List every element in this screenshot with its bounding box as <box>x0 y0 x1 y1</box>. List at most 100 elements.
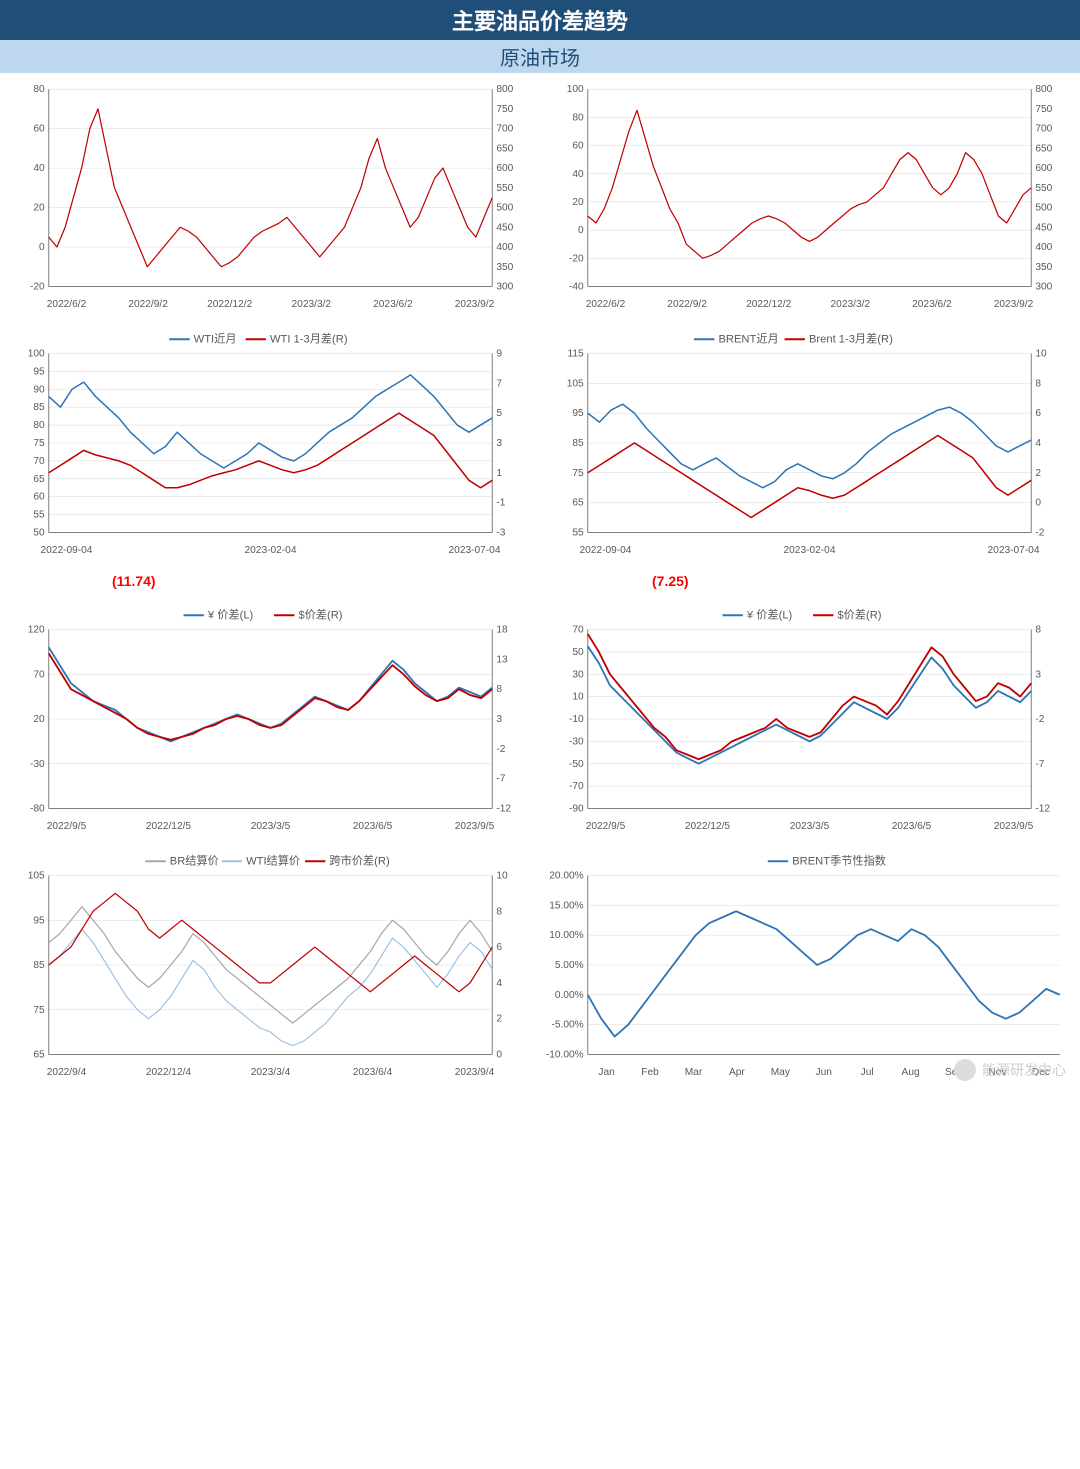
svg-text:2023/9/2: 2023/9/2 <box>455 299 495 310</box>
svg-text:115: 115 <box>567 348 584 359</box>
chart-4: 5565758595105115-202468102022-09-042023-… <box>541 321 1078 565</box>
svg-text:3: 3 <box>496 714 502 725</box>
svg-text:120: 120 <box>28 624 45 635</box>
svg-text:300: 300 <box>496 282 513 293</box>
svg-text:-20: -20 <box>30 282 45 293</box>
svg-text:2023/9/4: 2023/9/4 <box>455 1067 495 1078</box>
svg-text:2023/3/2: 2023/3/2 <box>292 299 332 310</box>
svg-text:600: 600 <box>496 163 513 174</box>
svg-text:2023-07-04: 2023-07-04 <box>988 545 1040 556</box>
svg-text:550: 550 <box>496 183 513 194</box>
svg-text:75: 75 <box>572 468 584 479</box>
svg-text:7: 7 <box>496 378 502 389</box>
svg-text:2022/9/5: 2022/9/5 <box>586 821 626 832</box>
chart-7: 6575859510502468102022/9/42022/12/42023/… <box>2 843 539 1087</box>
svg-text:-30: -30 <box>569 736 584 747</box>
svg-text:Mar: Mar <box>685 1067 703 1078</box>
svg-text:95: 95 <box>33 366 45 377</box>
svg-text:2: 2 <box>496 1014 502 1025</box>
svg-text:-50: -50 <box>569 759 584 770</box>
svg-text:2023/6/2: 2023/6/2 <box>912 299 952 310</box>
svg-text:20: 20 <box>33 203 45 214</box>
svg-text:60: 60 <box>33 124 45 135</box>
svg-text:750: 750 <box>496 104 513 115</box>
svg-text:10.00%: 10.00% <box>549 930 583 941</box>
svg-text:2023/3/5: 2023/3/5 <box>251 821 291 832</box>
svg-text:Feb: Feb <box>641 1067 659 1078</box>
svg-text:70: 70 <box>33 669 45 680</box>
chart-8: -10.00%-5.00%0.00%5.00%10.00%15.00%20.00… <box>541 843 1078 1087</box>
chart-grid: -200204060803003504004505005506006507007… <box>0 73 1080 1089</box>
chart-3: 50556065707580859095100-3-1135792022-09-… <box>2 321 539 565</box>
svg-text:0: 0 <box>39 242 45 253</box>
svg-text:55: 55 <box>33 510 45 521</box>
svg-text:-3: -3 <box>496 528 505 539</box>
svg-text:100: 100 <box>28 348 45 359</box>
svg-text:15.00%: 15.00% <box>549 900 583 911</box>
chart-6: -90-70-50-30-1010305070-12-7-2382022/9/5… <box>541 597 1078 841</box>
svg-text:-12: -12 <box>496 803 511 814</box>
svg-text:750: 750 <box>1035 104 1052 115</box>
watermark-icon <box>954 1059 976 1081</box>
svg-text:-70: -70 <box>569 781 584 792</box>
svg-text:¥ 价差(L): ¥ 价差(L) <box>746 607 793 621</box>
svg-text:450: 450 <box>496 222 513 233</box>
svg-text:2023/6/2: 2023/6/2 <box>373 299 413 310</box>
svg-text:-90: -90 <box>569 803 584 814</box>
svg-text:3: 3 <box>496 438 502 449</box>
svg-text:-20: -20 <box>569 253 584 264</box>
svg-text:-7: -7 <box>496 774 505 785</box>
svg-text:0: 0 <box>578 225 584 236</box>
svg-text:-10: -10 <box>569 714 584 725</box>
svg-text:Apr: Apr <box>729 1067 745 1078</box>
svg-text:2022/9/4: 2022/9/4 <box>47 1067 87 1078</box>
svg-text:60: 60 <box>33 492 45 503</box>
svg-text:400: 400 <box>1035 242 1052 253</box>
svg-text:40: 40 <box>33 163 45 174</box>
svg-text:18: 18 <box>496 624 508 635</box>
svg-text:8: 8 <box>1035 378 1041 389</box>
svg-text:2023/9/5: 2023/9/5 <box>455 821 495 832</box>
svg-text:20: 20 <box>33 714 45 725</box>
svg-text:2023/3/2: 2023/3/2 <box>831 299 871 310</box>
svg-text:80: 80 <box>33 84 45 95</box>
svg-text:-12: -12 <box>1035 803 1050 814</box>
svg-text:Aug: Aug <box>902 1067 920 1078</box>
svg-text:-10.00%: -10.00% <box>546 1049 584 1060</box>
svg-text:650: 650 <box>1035 143 1052 154</box>
svg-text:10: 10 <box>496 870 508 881</box>
svg-text:6: 6 <box>1035 408 1041 419</box>
svg-text:2022/9/2: 2022/9/2 <box>128 299 168 310</box>
svg-text:2022/12/5: 2022/12/5 <box>685 821 731 832</box>
svg-text:WTI结算价: WTI结算价 <box>246 853 300 867</box>
svg-text:2023/9/2: 2023/9/2 <box>994 299 1034 310</box>
svg-text:$价差(R): $价差(R) <box>298 607 342 621</box>
svg-text:$价差(R): $价差(R) <box>837 607 881 621</box>
svg-text:60: 60 <box>572 141 584 152</box>
svg-text:WTI 1-3月差(R): WTI 1-3月差(R) <box>270 331 348 345</box>
svg-text:4: 4 <box>496 978 502 989</box>
svg-text:Brent 1-3月差(R): Brent 1-3月差(R) <box>809 331 893 345</box>
svg-text:95: 95 <box>33 915 45 926</box>
svg-text:WTI近月: WTI近月 <box>194 332 237 345</box>
page-title: 主要油品价差趋势 <box>0 0 1080 40</box>
svg-text:600: 600 <box>1035 163 1052 174</box>
chart-1: -200204060803003504004505005506006507007… <box>2 75 539 319</box>
svg-text:70: 70 <box>572 624 584 635</box>
svg-text:800: 800 <box>1035 84 1052 95</box>
svg-text:105: 105 <box>28 870 45 881</box>
svg-text:9: 9 <box>496 348 502 359</box>
watermark-text: 能源研发中心 <box>982 1060 1066 1080</box>
svg-text:2023/3/4: 2023/3/4 <box>251 1067 291 1078</box>
svg-text:3: 3 <box>1035 669 1041 680</box>
svg-text:30: 30 <box>572 669 584 680</box>
svg-text:-2: -2 <box>496 744 505 755</box>
chart-2: -40-200204060801003003504004505005506006… <box>541 75 1078 319</box>
chart-5: -80-302070120-12-7-23813182022/9/52022/1… <box>2 597 539 841</box>
svg-text:700: 700 <box>1035 124 1052 135</box>
svg-text:20.00%: 20.00% <box>549 870 583 881</box>
svg-text:100: 100 <box>567 84 584 95</box>
svg-text:8: 8 <box>1035 624 1041 635</box>
svg-text:75: 75 <box>33 1005 45 1016</box>
svg-text:2022-09-04: 2022-09-04 <box>580 545 632 556</box>
